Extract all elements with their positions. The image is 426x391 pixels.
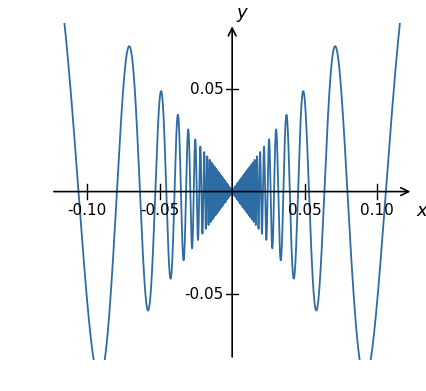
Text: x: x [417,202,426,220]
Text: y: y [236,4,247,22]
Text: -0.05: -0.05 [184,287,224,301]
Text: 0.05: 0.05 [288,203,322,218]
Text: -0.10: -0.10 [68,203,107,218]
Text: 0.10: 0.10 [360,203,394,218]
Text: -0.05: -0.05 [140,203,179,218]
Text: 0.05: 0.05 [190,82,224,97]
